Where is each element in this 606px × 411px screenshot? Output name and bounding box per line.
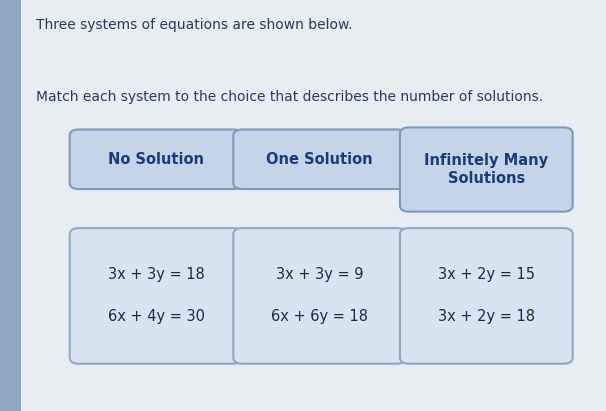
FancyBboxPatch shape xyxy=(233,129,406,189)
Text: 3x + 2y = 18: 3x + 2y = 18 xyxy=(438,309,535,324)
Text: 3x + 3y = 18: 3x + 3y = 18 xyxy=(108,268,204,282)
FancyBboxPatch shape xyxy=(400,127,573,212)
Text: Match each system to the choice that describes the number of solutions.: Match each system to the choice that des… xyxy=(36,90,544,104)
FancyBboxPatch shape xyxy=(70,129,242,189)
Text: One Solution: One Solution xyxy=(267,152,373,167)
Text: Three systems of equations are shown below.: Three systems of equations are shown bel… xyxy=(36,18,353,32)
Text: 3x + 2y = 15: 3x + 2y = 15 xyxy=(438,268,535,282)
FancyBboxPatch shape xyxy=(233,228,406,364)
FancyBboxPatch shape xyxy=(70,228,242,364)
Text: No Solution: No Solution xyxy=(108,152,204,167)
Text: 6x + 4y = 30: 6x + 4y = 30 xyxy=(107,309,205,324)
Text: 3x + 3y = 9: 3x + 3y = 9 xyxy=(276,268,364,282)
FancyBboxPatch shape xyxy=(400,228,573,364)
Text: 6x + 6y = 18: 6x + 6y = 18 xyxy=(271,309,368,324)
Text: Infinitely Many
Solutions: Infinitely Many Solutions xyxy=(424,153,548,186)
FancyBboxPatch shape xyxy=(0,0,21,411)
